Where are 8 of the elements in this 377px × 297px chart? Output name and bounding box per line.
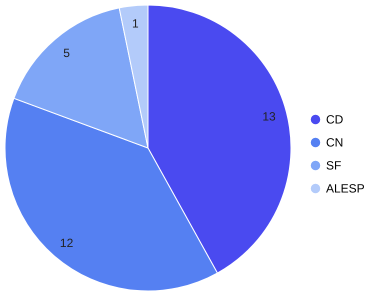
data-label: 1 — [132, 16, 140, 31]
legend-label: ALESP — [326, 182, 365, 196]
legend-label: CN — [326, 136, 344, 150]
data-label: 5 — [63, 46, 70, 60]
legend-label: CD — [326, 112, 344, 126]
legend-label: SF — [326, 158, 342, 172]
data-label: 13 — [262, 110, 276, 124]
data-label: 12 — [60, 236, 74, 250]
